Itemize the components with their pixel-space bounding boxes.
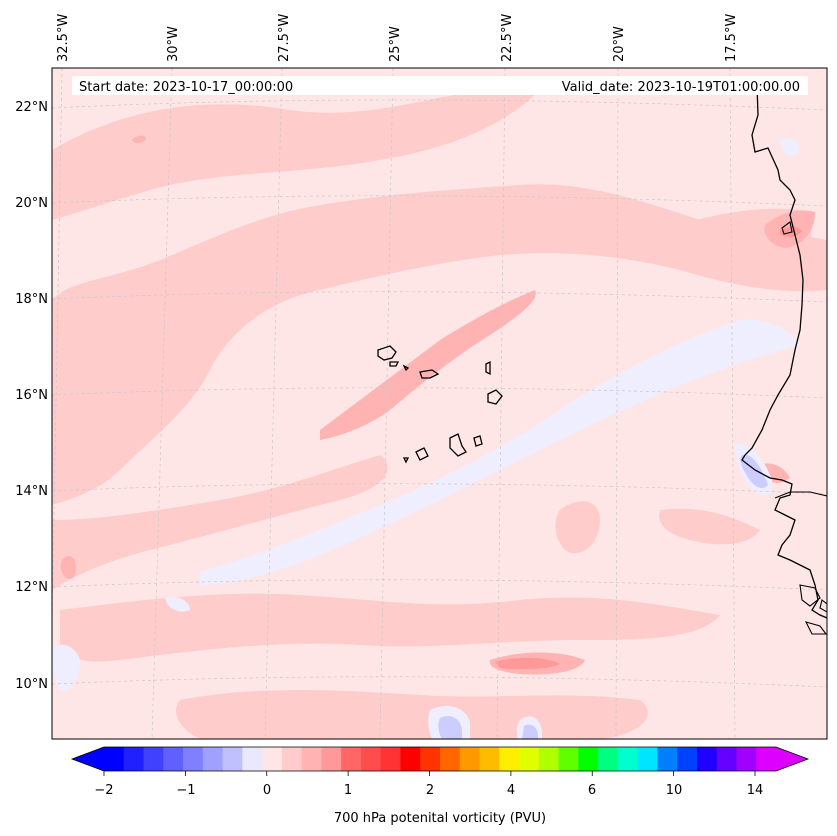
colorbar-cell <box>756 747 777 771</box>
colorbar-tick-label: 0 <box>263 783 271 798</box>
colorbar-cell <box>479 747 500 771</box>
colorbar-cell <box>341 747 362 771</box>
colorbar-cell <box>143 747 164 771</box>
colorbar-cell <box>538 747 560 771</box>
colorbar-tick-label: −2 <box>94 783 113 798</box>
lat-label: 16°N <box>15 388 48 403</box>
colorbar-tick-label: 4 <box>507 783 515 798</box>
start-date-label: Start date: 2023-10-17_00:00:00 <box>79 80 293 95</box>
lon-label: 30°W <box>166 26 181 62</box>
colorbar-cell <box>499 747 520 771</box>
colorbar-cell <box>321 747 342 771</box>
colorbar-cell <box>123 747 145 771</box>
colorbar-tick-label: 10 <box>666 783 683 798</box>
colorbar-cell <box>617 747 639 771</box>
lon-label: 22.5°W <box>500 14 515 62</box>
colorbar-cell <box>420 747 441 771</box>
colorbar-max-extend <box>776 747 808 771</box>
lat-label: 20°N <box>15 196 48 211</box>
colorbar-cells <box>104 747 777 771</box>
cape-verde-islands <box>377 345 503 464</box>
date-banner <box>72 76 808 95</box>
colorbar-title: 700 hPa potenital vorticity (PVU) <box>334 811 546 826</box>
colorbar-cell <box>637 747 658 771</box>
colorbar-cell <box>657 747 678 771</box>
lon-label: 20°W <box>612 26 627 62</box>
lon-label: 27.5°W <box>277 14 292 62</box>
lon-label: 25°W <box>388 26 403 62</box>
colorbar: −2 −1 0 1 2 4 6 10 14 700 hPa potenital … <box>70 746 810 826</box>
lat-label: 14°N <box>15 484 48 499</box>
map-frame <box>51 67 828 740</box>
lat-label: 22°N <box>15 100 48 115</box>
colorbar-cell <box>519 747 540 771</box>
colorbar-cell <box>736 747 757 771</box>
colorbar-cell <box>558 747 579 771</box>
colorbar-cell <box>163 747 184 771</box>
colorbar-tick-label: 14 <box>747 783 764 798</box>
colorbar-tick-label: 2 <box>426 783 434 798</box>
lat-label: 18°N <box>15 292 48 307</box>
colorbar-cell <box>301 747 322 771</box>
colorbar-min-extend <box>72 747 104 771</box>
africa-coastline <box>741 84 827 619</box>
colorbar-cell <box>183 747 204 771</box>
coastal-islands-north <box>781 221 793 235</box>
gambia-river <box>774 491 827 499</box>
lat-label: 10°N <box>15 677 48 692</box>
colorbar-cell <box>242 747 263 771</box>
colorbar-cell <box>696 747 718 771</box>
colorbar-cell <box>222 747 243 771</box>
colorbar-cell <box>400 747 421 771</box>
colorbar-tick-labels: −2 −1 0 1 2 4 6 10 14 <box>94 783 763 798</box>
lon-label: 32.5°W <box>56 14 71 62</box>
colorbar-tick-label: 1 <box>344 783 352 798</box>
colorbar-cell <box>716 747 737 771</box>
colorbar-cell <box>202 747 224 771</box>
colorbar-cell <box>380 747 401 771</box>
pv-negative-moderate <box>438 454 768 739</box>
colorbar-ticks <box>103 771 756 776</box>
valid-date-label: Valid_date: 2023-10-19T01:00:00.00 <box>562 80 800 95</box>
lat-label: 12°N <box>15 580 48 595</box>
colorbar-cell <box>360 747 382 771</box>
colorbar-cell <box>598 747 619 771</box>
colorbar-tick-label: 6 <box>588 783 596 798</box>
colorbar-cell <box>677 747 698 771</box>
latitude-labels: 22°N 20°N 18°N 16°N 14°N 12°N 10°N <box>15 100 48 692</box>
lon-label: 17.5°W <box>724 14 739 62</box>
map-gridlines <box>52 68 827 739</box>
colorbar-cell <box>578 747 599 771</box>
colorbar-cell <box>281 747 303 771</box>
pv-positive-contours <box>52 90 827 739</box>
bijagos-coast <box>799 584 827 635</box>
colorbar-cell <box>440 747 461 771</box>
longitude-labels: 32.5°W 30°W 27.5°W 25°W 22.5°W 20°W 17.5… <box>56 14 739 62</box>
colorbar-tick-label: −1 <box>176 783 195 798</box>
map-panel <box>52 68 827 739</box>
colorbar-cell <box>459 747 481 771</box>
colorbar-cell <box>104 747 125 771</box>
colorbar-cell <box>262 747 283 771</box>
